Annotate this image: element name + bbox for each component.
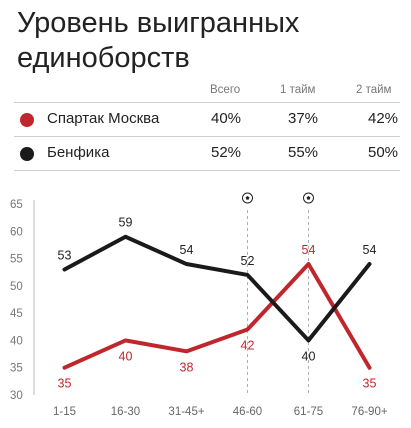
stats-row-spartak: Спартак Москва 40% 37% 42% [14,103,400,137]
column-header-total: Всего [210,84,241,96]
football-icon [303,192,314,204]
x-tick-label: 46-60 [233,406,262,418]
y-tick-label: 45 [10,308,23,320]
data-label: 40 [119,349,133,363]
series-line-benfica [62,234,372,343]
data-label: 38 [180,360,194,374]
stats-row-benfica: Бенфика 52% 55% 50% [14,137,400,171]
data-label: 54 [180,243,194,257]
x-tick-label: 1-15 [53,406,76,418]
stat-second-half: 50% [368,144,399,161]
x-tick-label: 76-90+ [351,406,387,418]
stats-table: Всего 1 тайм 2 тайм Спартак Москва 40% 3… [14,84,400,171]
data-label: 54 [363,243,377,257]
team-name: Бенфика [47,144,110,161]
team-color-dot [20,147,34,161]
series-line-spartak [62,262,372,370]
x-tick-label: 31-45+ [168,406,204,418]
data-label: 42 [241,339,255,353]
column-header-first-half: 1 тайм [280,84,316,96]
team-color-dot [20,113,34,127]
data-label: 40 [302,349,316,363]
y-tick-label: 35 [10,363,23,375]
x-tick-label: 61-75 [294,406,323,418]
football-icon [242,192,253,204]
stats-header: Всего 1 тайм 2 тайм [14,84,400,103]
stat-first-half: 55% [288,144,319,161]
stat-total: 52% [211,144,242,161]
y-tick-label: 65 [10,199,23,211]
data-label: 53 [58,248,72,262]
y-tick-label: 40 [10,335,23,347]
y-tick-label: 60 [10,226,23,238]
column-header-second-half: 2 тайм [356,84,392,96]
stat-first-half: 37% [288,110,319,127]
data-label: 35 [58,377,72,391]
stat-second-half: 42% [368,110,399,127]
y-tick-label: 50 [10,281,23,293]
team-name: Спартак Москва [47,110,160,127]
line-chart: 30 35 40 45 50 55 60 65 1-15 16-30 31-45+ 46-60 61-7… [10,192,388,418]
chart-title: Уровень выигранных единоборств [17,7,300,74]
y-tick-label: 30 [10,390,23,402]
data-label: 59 [119,216,133,230]
x-tick-label: 16-30 [111,406,140,418]
data-label: 35 [363,377,377,391]
data-label: 54 [302,243,316,257]
stat-total: 40% [211,110,242,127]
data-label: 52 [241,254,255,268]
y-tick-label: 55 [10,254,23,266]
